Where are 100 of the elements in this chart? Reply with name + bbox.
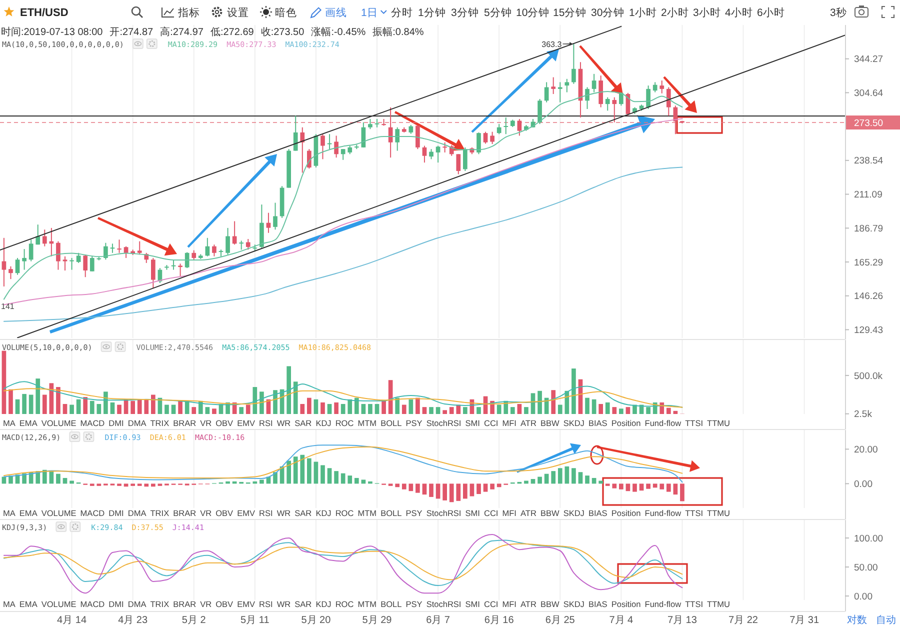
bar: [70, 480, 74, 484]
x-tick-label: 6月 25: [545, 615, 576, 626]
bar: [70, 404, 74, 414]
text: CCI: [484, 509, 498, 518]
text: BBW: [540, 509, 560, 518]
text: 1分钟: [418, 7, 446, 19]
bar: [151, 394, 156, 414]
line-series: [3, 540, 683, 586]
bar: [361, 480, 366, 484]
bar: [354, 398, 359, 414]
text: EMV: [237, 419, 256, 428]
text: OBV: [216, 419, 234, 428]
text: BRAR: [173, 509, 196, 518]
line-series: [3, 543, 683, 580]
text: BOLL: [380, 419, 402, 428]
text: EMV: [237, 509, 256, 518]
bar: [449, 407, 454, 414]
bar: [626, 484, 630, 492]
y-tick-label: 20.00: [854, 444, 878, 456]
text: ROC: [335, 509, 354, 518]
candlestick: [476, 132, 481, 155]
bar: [252, 481, 258, 484]
text: CCI: [484, 419, 498, 428]
bar: [680, 484, 684, 502]
text: ATR: [520, 419, 536, 428]
text: 指标: [177, 7, 200, 19]
bar: [36, 378, 40, 414]
bar: [538, 476, 542, 484]
candlestick: [151, 257, 156, 289]
text: 设置: [227, 7, 249, 19]
text: SAR: [294, 600, 312, 609]
text: TRIX: [150, 419, 170, 428]
text: RSI: [259, 509, 273, 518]
text: MA: [3, 419, 16, 428]
text: BIAS: [588, 419, 608, 428]
candlestick: [56, 240, 60, 270]
candlestick: [496, 124, 502, 135]
bar: [429, 407, 434, 414]
text: DMI: [108, 600, 124, 609]
text: 2小时: [661, 6, 689, 19]
text: 15分钟: [553, 7, 587, 19]
bar: [646, 484, 650, 489]
bar: [660, 484, 664, 490]
text: VOLUME: [41, 419, 77, 428]
candlestick: [436, 145, 440, 164]
text: Position: [611, 509, 642, 518]
text: Position: [611, 419, 642, 428]
text: ROC: [335, 600, 354, 609]
annotation: 振幅:0.84%: [372, 26, 424, 38]
y-tick-label: 304.64: [854, 88, 884, 99]
text: PSY: [406, 509, 423, 518]
text: ATR: [520, 600, 536, 609]
text: 6小时: [757, 6, 785, 19]
candlestick: [646, 85, 650, 110]
bar: [605, 402, 610, 414]
text: 画线: [325, 6, 347, 19]
x-tick-label: 6月 7: [426, 615, 450, 626]
bar: [348, 476, 352, 484]
bar: [619, 408, 624, 414]
bar: [293, 382, 298, 414]
bar: [144, 399, 149, 414]
text: BRAR: [173, 600, 196, 609]
bar: [395, 484, 400, 488]
bar: [470, 484, 474, 496]
bar: [42, 394, 47, 414]
bar: [62, 404, 68, 414]
y-tick-label: 2.5k: [854, 409, 872, 420]
bar: [551, 471, 556, 484]
bar: [273, 390, 278, 414]
y-tick-label: 129.43: [854, 324, 884, 336]
bar: [510, 407, 515, 414]
text: DMA: [128, 509, 147, 518]
bar: [104, 392, 108, 414]
text: MFI: [502, 600, 516, 609]
y-tick-label: 50.00: [854, 562, 878, 574]
x-tick-label: 4月 23: [118, 615, 148, 626]
text: TTSI: [685, 509, 704, 518]
y-tick-label: 273.50: [854, 118, 884, 129]
candlestick: [76, 252, 81, 264]
text: OBV: [216, 509, 234, 518]
bar: [144, 484, 149, 487]
text: 对数: [847, 614, 867, 626]
bar: [178, 400, 182, 414]
candlestick: [273, 202, 278, 230]
x-tick-label: 7月 22: [728, 615, 758, 626]
bar: [151, 484, 156, 487]
bar: [496, 484, 502, 488]
bar: [184, 400, 190, 414]
text: ATR: [520, 509, 536, 518]
candlestick: [619, 92, 624, 106]
candlestick: [395, 126, 400, 152]
bar: [28, 394, 34, 414]
bar: [564, 390, 570, 414]
annotation: 高:274.97: [160, 26, 204, 38]
bar: [56, 474, 60, 484]
bar: [517, 404, 522, 414]
candlestick: [598, 75, 603, 108]
candlestick: [564, 78, 570, 93]
candlestick: [538, 98, 542, 125]
bar: [2, 350, 6, 414]
